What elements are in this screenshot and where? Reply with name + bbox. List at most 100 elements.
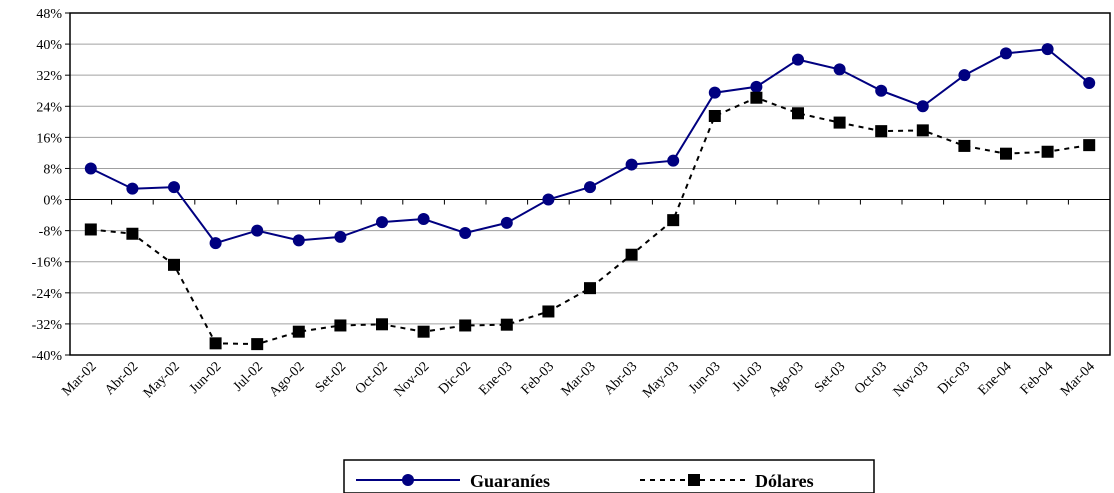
y-tick-label: -8% (39, 225, 63, 240)
data-point (1041, 145, 1054, 158)
x-tick-label: May-02 (141, 359, 183, 401)
x-tick-label: Set-03 (812, 359, 848, 395)
x-tick-label: Nov-02 (392, 359, 433, 400)
data-point (500, 318, 513, 331)
x-tick-label: Jul-03 (730, 359, 765, 394)
y-tick-label: -16% (32, 256, 63, 271)
data-point (708, 86, 721, 99)
data-point (833, 63, 846, 76)
x-tick-label: Jul-02 (231, 359, 266, 394)
data-point (209, 337, 222, 350)
x-tick-label: May-03 (640, 359, 682, 401)
y-tick-label: 16% (36, 131, 62, 146)
y-tick-label: -24% (32, 287, 63, 302)
x-tick-label: Mar-03 (559, 359, 599, 399)
series-dolares (84, 91, 1096, 351)
data-point (334, 319, 347, 332)
data-point (958, 69, 971, 82)
data-point (168, 181, 180, 194)
x-axis-tick-labels: Mar-02 Abr-02 May-02 Jun-02 Jul-02 Ago-02 Set-… (60, 359, 1099, 401)
legend-box (343, 459, 875, 493)
data-point (1041, 43, 1054, 56)
x-tick-label: Dic-03 (935, 359, 973, 397)
data-point (1083, 139, 1096, 152)
data-point (1083, 76, 1096, 89)
series-line (90, 96, 1090, 346)
legend-marker-guaranies (402, 474, 414, 486)
y-tick-label: 0% (43, 194, 62, 209)
data-point (417, 325, 430, 338)
data-point (459, 226, 472, 239)
data-point (334, 230, 347, 243)
legend-label-dolares: Dólares (755, 471, 814, 491)
data-point (376, 216, 388, 229)
y-tick-label: 24% (36, 100, 62, 115)
data-point (500, 216, 513, 229)
axes (65, 12, 1111, 356)
x-tick-label: Ene-03 (476, 359, 515, 398)
y-tick-label: 40% (36, 38, 62, 53)
x-tick-label: Nov-03 (891, 359, 932, 400)
legend-marker-dolares (688, 474, 700, 486)
zero-line (69, 199, 1111, 205)
data-point (126, 227, 139, 240)
data-point (542, 305, 555, 318)
data-point (958, 139, 971, 152)
x-tick-label: Abr-03 (601, 359, 640, 398)
x-tick-label: Dic-02 (436, 359, 474, 397)
data-point (542, 193, 555, 206)
x-tick-label: Set-02 (313, 359, 349, 395)
x-tick-label: Mar-04 (1058, 359, 1098, 399)
x-tick-label: Jun-02 (187, 359, 225, 397)
data-point (916, 100, 929, 113)
data-point (833, 116, 846, 129)
data-point (875, 125, 888, 138)
data-point (251, 224, 264, 237)
x-tick-label: Ago-02 (267, 359, 308, 400)
data-point (1000, 147, 1012, 160)
y-tick-label: 48% (36, 7, 62, 22)
data-point (417, 212, 430, 225)
x-tick-label: Jun-03 (686, 359, 724, 397)
data-point (84, 223, 97, 236)
series-layer (84, 43, 1096, 351)
data-point (916, 124, 929, 137)
data-point (126, 182, 139, 195)
y-tick-label: 8% (43, 162, 62, 177)
data-point (625, 248, 638, 261)
data-point (209, 237, 222, 250)
legend: Guaraníes Dólares (343, 459, 875, 493)
data-point (625, 158, 638, 171)
data-point (792, 107, 804, 120)
data-point (292, 234, 305, 247)
x-tick-label: Mar-02 (60, 359, 100, 399)
y-tick-label: -32% (32, 318, 63, 333)
y-tick-label: -40% (32, 349, 63, 364)
data-point (1000, 47, 1012, 60)
data-point (584, 181, 596, 194)
data-point (875, 84, 888, 97)
series-line (90, 48, 1090, 245)
data-point (750, 91, 763, 104)
data-point (750, 80, 763, 93)
data-point (667, 154, 680, 167)
series-guaranies (84, 43, 1096, 250)
data-point (667, 214, 680, 227)
y-tick-label: 32% (36, 69, 62, 84)
x-tick-label: Feb-03 (519, 359, 558, 398)
data-point (792, 53, 804, 66)
legend-label-guaranies: Guaraníes (470, 471, 550, 491)
data-point (168, 258, 180, 271)
x-tick-label: Ago-03 (766, 359, 807, 400)
data-point (292, 325, 305, 338)
x-tick-label: Oct-02 (353, 359, 391, 397)
x-tick-label: Feb-04 (1018, 359, 1057, 398)
data-point (84, 162, 97, 175)
x-tick-label: Oct-03 (852, 359, 890, 397)
data-point (251, 338, 264, 351)
data-point (459, 319, 472, 332)
y-axis-tick-labels: 48% 40% 32% 24% 16% 8% 0% -8% -16% -24% -32% -40% (32, 7, 63, 364)
data-point (708, 109, 721, 122)
x-tick-label: Ene-04 (976, 359, 1015, 398)
